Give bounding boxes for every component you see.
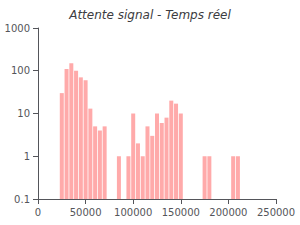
svg-text:10: 10 — [17, 108, 30, 119]
svg-text:150000: 150000 — [162, 207, 200, 218]
svg-text:Attente signal - Temps réel: Attente signal - Temps réel — [68, 8, 231, 22]
svg-text:100000: 100000 — [114, 207, 152, 218]
svg-text:0.1: 0.1 — [14, 194, 30, 205]
svg-text:50000: 50000 — [70, 207, 102, 218]
svg-text:1000: 1000 — [5, 23, 30, 34]
svg-text:100: 100 — [11, 65, 30, 76]
svg-text:1: 1 — [24, 151, 30, 162]
svg-text:250000: 250000 — [257, 207, 295, 218]
svg-text:0: 0 — [35, 207, 41, 218]
svg-text:200000: 200000 — [209, 207, 247, 218]
